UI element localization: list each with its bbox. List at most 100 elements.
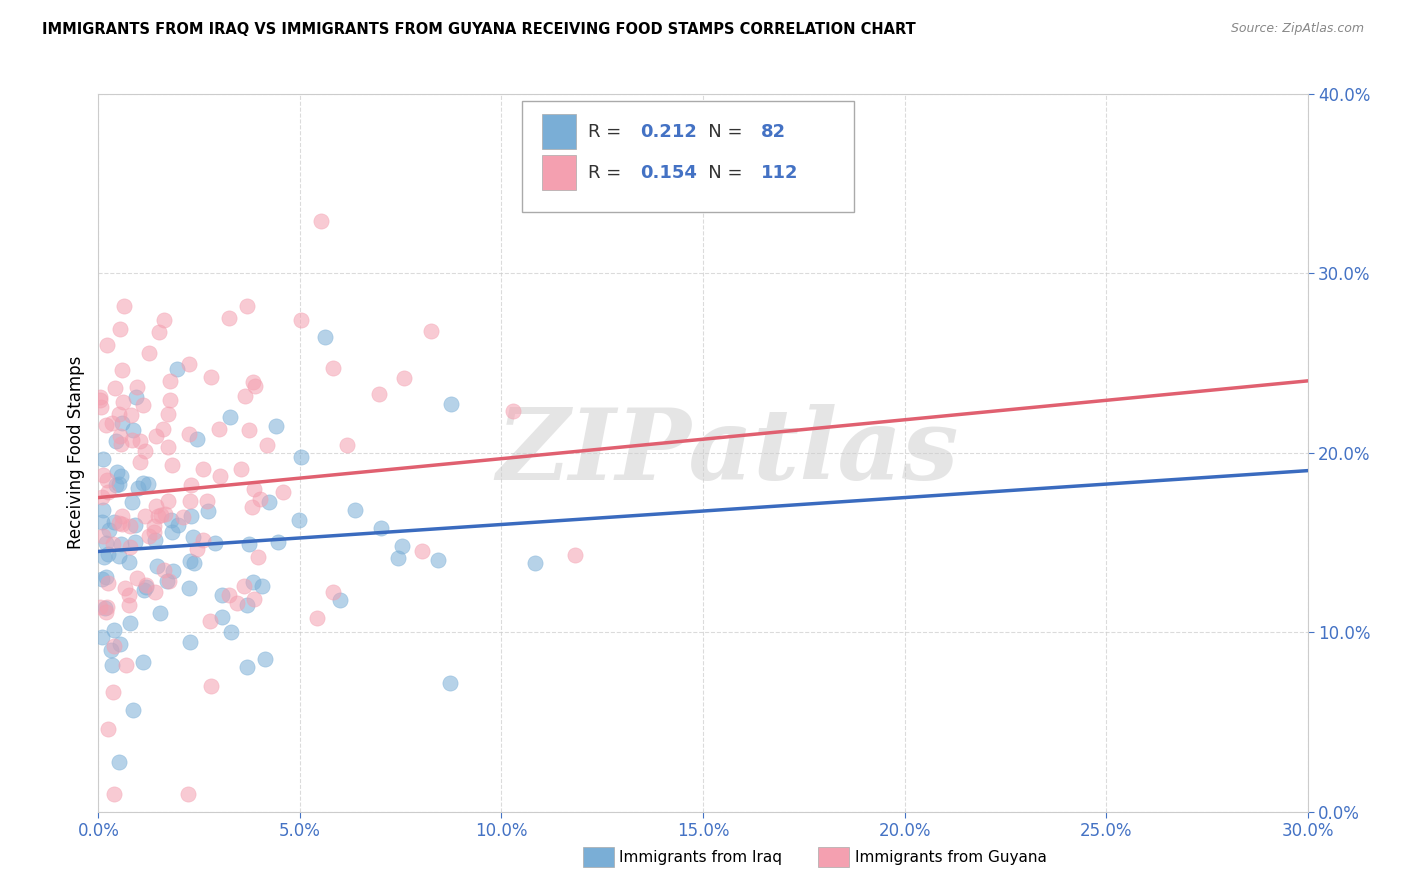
- Point: [138, 529, 160, 543]
- Point: [114, 657, 136, 672]
- Point: [157, 440, 180, 454]
- Point: [112, 299, 135, 313]
- Point: [231, 462, 253, 476]
- Point: [124, 535, 146, 549]
- Point: [243, 482, 266, 496]
- Point: [97, 547, 120, 561]
- Point: [96, 338, 118, 352]
- Point: [177, 581, 200, 595]
- Point: [329, 593, 352, 607]
- Point: [143, 518, 166, 533]
- Point: [153, 507, 176, 521]
- Point: [200, 369, 222, 384]
- Point: [243, 379, 266, 393]
- Point: [153, 312, 176, 326]
- Point: [91, 529, 114, 543]
- Point: [419, 325, 441, 339]
- Point: [564, 548, 586, 562]
- Point: [127, 481, 149, 495]
- Point: [96, 473, 118, 487]
- Point: [110, 537, 132, 551]
- Point: [118, 540, 141, 554]
- Point: [181, 530, 204, 544]
- Point: [290, 450, 312, 464]
- Point: [336, 438, 359, 452]
- Point: [162, 525, 184, 540]
- Point: [370, 521, 392, 535]
- Point: [233, 389, 256, 403]
- Point: [288, 513, 311, 527]
- Text: R =: R =: [588, 123, 627, 141]
- Point: [502, 404, 524, 418]
- Point: [427, 553, 450, 567]
- Point: [143, 584, 166, 599]
- Point: [162, 458, 184, 473]
- Point: [129, 455, 152, 469]
- Point: [322, 585, 344, 599]
- Point: [134, 444, 156, 458]
- Point: [314, 330, 336, 344]
- Point: [96, 600, 118, 615]
- Point: [322, 360, 344, 375]
- Point: [110, 469, 132, 483]
- Point: [94, 417, 117, 432]
- Point: [122, 423, 145, 437]
- Point: [179, 635, 201, 649]
- Point: [156, 574, 179, 588]
- Point: [91, 630, 114, 644]
- Point: [368, 386, 391, 401]
- Point: [120, 408, 142, 422]
- Point: [167, 518, 190, 533]
- Point: [159, 393, 181, 408]
- Point: [236, 299, 259, 313]
- Point: [191, 462, 214, 476]
- Point: [157, 574, 180, 588]
- Point: [204, 536, 226, 550]
- FancyBboxPatch shape: [543, 114, 576, 149]
- Point: [177, 426, 200, 441]
- Point: [236, 659, 259, 673]
- Point: [387, 550, 409, 565]
- Point: [97, 484, 120, 499]
- Point: [94, 606, 117, 620]
- Point: [524, 556, 547, 570]
- Point: [108, 429, 131, 443]
- Point: [257, 495, 280, 509]
- Point: [121, 434, 143, 448]
- Text: Immigrants from Guyana: Immigrants from Guyana: [855, 850, 1046, 864]
- Point: [162, 564, 184, 578]
- Point: [250, 579, 273, 593]
- Point: [156, 407, 179, 421]
- Point: [91, 572, 114, 586]
- Point: [264, 419, 287, 434]
- Point: [157, 493, 180, 508]
- Point: [195, 494, 218, 508]
- Point: [238, 536, 260, 550]
- Point: [159, 374, 181, 388]
- Point: [122, 703, 145, 717]
- Point: [242, 375, 264, 389]
- Text: 112: 112: [761, 163, 799, 182]
- Point: [391, 539, 413, 553]
- Point: [290, 312, 312, 326]
- Point: [145, 500, 167, 514]
- Point: [134, 583, 156, 598]
- Point: [143, 524, 166, 539]
- Point: [118, 519, 141, 533]
- Point: [218, 310, 240, 325]
- Point: [150, 508, 173, 522]
- Point: [135, 580, 157, 594]
- Point: [103, 624, 125, 638]
- Point: [91, 502, 114, 516]
- Point: [101, 537, 124, 551]
- Y-axis label: Receiving Food Stamps: Receiving Food Stamps: [66, 356, 84, 549]
- Point: [267, 535, 290, 549]
- Point: [256, 438, 278, 452]
- Point: [238, 423, 260, 437]
- Point: [180, 477, 202, 491]
- Point: [153, 563, 176, 577]
- Point: [179, 554, 201, 568]
- Point: [89, 390, 111, 404]
- Point: [344, 503, 367, 517]
- Point: [211, 588, 233, 602]
